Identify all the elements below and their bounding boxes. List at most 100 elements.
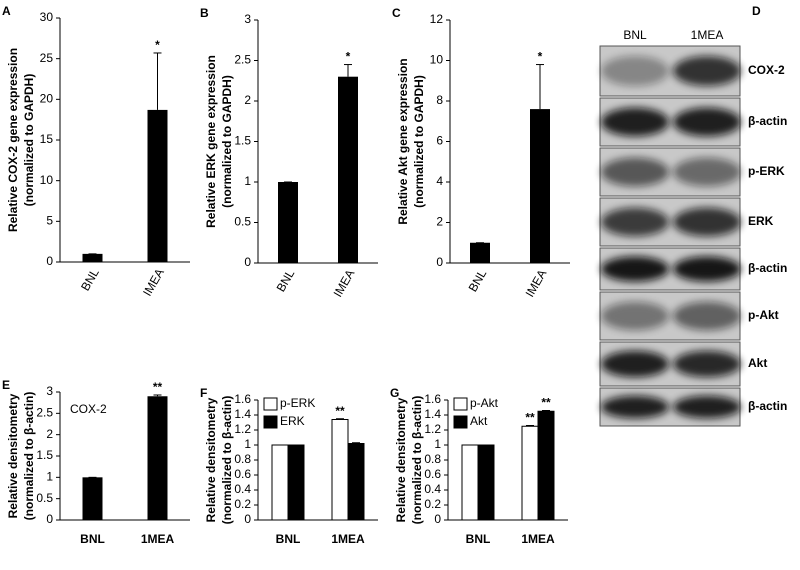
error-bar bbox=[352, 442, 360, 444]
blot-band bbox=[601, 301, 669, 331]
blot-band bbox=[601, 207, 669, 237]
significance: ** bbox=[541, 396, 551, 410]
y-tick-label: 0 bbox=[434, 512, 441, 526]
y-tick-label: 10 bbox=[430, 53, 444, 67]
blot-row-label: Akt bbox=[748, 356, 767, 370]
bar bbox=[461, 444, 479, 521]
blot-band bbox=[601, 56, 669, 86]
bar bbox=[537, 410, 555, 521]
y-tick-label: 1.4 bbox=[234, 407, 251, 421]
y-tick-label: 30 bbox=[40, 10, 54, 24]
y-tick-label: 0 bbox=[244, 255, 251, 269]
error-bar bbox=[336, 418, 344, 420]
error-bar bbox=[153, 52, 162, 110]
error-bar bbox=[153, 394, 162, 397]
legend-swatch bbox=[453, 415, 468, 429]
blot-row-label: p-Akt bbox=[748, 308, 779, 322]
blot-row-label: p-ERK bbox=[748, 164, 785, 178]
y-tick-label: 1.6 bbox=[234, 392, 251, 406]
blot-band bbox=[601, 256, 669, 282]
blot-row-label: ERK bbox=[748, 214, 774, 228]
y-axis-label: (normalized to β-actin) bbox=[22, 392, 36, 521]
y-tick-label: 0.4 bbox=[424, 482, 441, 496]
y-tick-label: 4 bbox=[436, 174, 443, 188]
blot-band bbox=[601, 157, 669, 187]
panel-label: A bbox=[2, 4, 11, 18]
error-bar bbox=[344, 64, 352, 77]
bar bbox=[521, 425, 539, 521]
y-tick-label: 0.2 bbox=[424, 497, 441, 511]
x-tick-label: IMEA bbox=[331, 267, 358, 299]
x-tick-label: BNL bbox=[466, 532, 491, 546]
panel-label: G bbox=[390, 386, 399, 400]
blot-band bbox=[673, 157, 741, 187]
x-tick-label: 1MEA bbox=[521, 532, 555, 546]
y-tick-label: 2 bbox=[46, 427, 53, 441]
bar bbox=[278, 182, 298, 263]
bar bbox=[338, 76, 358, 263]
bar bbox=[331, 419, 349, 521]
legend-swatch bbox=[453, 397, 468, 411]
bar bbox=[470, 242, 490, 263]
y-axis-label: (normalized to GAPDH) bbox=[412, 75, 426, 208]
bar bbox=[477, 444, 495, 521]
panel-label: B bbox=[200, 6, 209, 20]
bar bbox=[530, 109, 550, 263]
y-tick-label: 1.2 bbox=[234, 422, 251, 436]
bar bbox=[82, 477, 103, 520]
blot-row-label: COX-2 bbox=[748, 63, 785, 77]
x-tick-label: BNL bbox=[276, 532, 301, 546]
x-tick-label: IMEA bbox=[523, 267, 550, 299]
y-axis-label: (normalized to GAPDH) bbox=[22, 74, 36, 207]
bar bbox=[147, 109, 168, 262]
blot-row-label: β-actin bbox=[748, 114, 787, 128]
y-axis-label: Relative COX-2 gene expression bbox=[6, 48, 20, 232]
bar bbox=[82, 253, 103, 262]
y-tick-label: 0.6 bbox=[234, 467, 251, 481]
blot-row-label: β-actin bbox=[748, 261, 787, 275]
y-tick-label: 2.5 bbox=[36, 406, 53, 420]
blot-band bbox=[673, 256, 741, 282]
bar bbox=[347, 443, 365, 521]
legend-label: p-ERK bbox=[280, 396, 315, 410]
error-bar bbox=[536, 64, 544, 110]
y-tick-label: 1 bbox=[244, 174, 251, 188]
legend-label: Akt bbox=[470, 414, 488, 428]
y-tick-label: 1.2 bbox=[424, 422, 441, 436]
y-tick-label: 1.4 bbox=[424, 407, 441, 421]
x-tick-label: BNL bbox=[466, 267, 490, 294]
bar bbox=[287, 444, 305, 521]
y-axis-label: Relative ERK gene expression bbox=[204, 55, 218, 228]
y-tick-label: 12 bbox=[430, 12, 444, 26]
significance: ** bbox=[335, 404, 345, 418]
y-tick-label: 0.5 bbox=[234, 215, 251, 229]
y-tick-label: 0.8 bbox=[234, 452, 251, 466]
significance: ** bbox=[525, 411, 535, 425]
x-tick-label: BNL bbox=[78, 266, 102, 293]
y-tick-label: 8 bbox=[436, 93, 443, 107]
legend-label: ERK bbox=[280, 414, 305, 428]
lane-label: BNL bbox=[623, 28, 647, 42]
blot-band bbox=[601, 395, 669, 419]
panel-label: F bbox=[200, 386, 207, 400]
legend-swatch bbox=[263, 397, 278, 411]
y-tick-label: 1.5 bbox=[36, 448, 53, 462]
y-tick-label: 6 bbox=[436, 134, 443, 148]
blot-band bbox=[673, 56, 741, 86]
significance: ** bbox=[153, 380, 163, 394]
blot-band bbox=[601, 107, 669, 137]
y-tick-label: 1 bbox=[434, 437, 441, 451]
blot-band bbox=[673, 301, 741, 331]
x-tick-label: 1MEA bbox=[141, 532, 175, 546]
y-tick-label: 15 bbox=[40, 132, 54, 146]
y-axis-label: (normalized to β-actin) bbox=[220, 396, 234, 525]
blot-row-label: β-actin bbox=[748, 399, 787, 413]
significance: * bbox=[538, 50, 543, 64]
x-tick-label: IMEA bbox=[140, 266, 167, 298]
x-tick-label: BNL bbox=[274, 267, 298, 294]
y-axis-label: (normalized to β-actin) bbox=[410, 396, 424, 525]
y-tick-label: 0.5 bbox=[36, 491, 53, 505]
panel-label: C bbox=[392, 6, 401, 20]
blot-band bbox=[673, 395, 741, 419]
y-tick-label: 0 bbox=[244, 512, 251, 526]
